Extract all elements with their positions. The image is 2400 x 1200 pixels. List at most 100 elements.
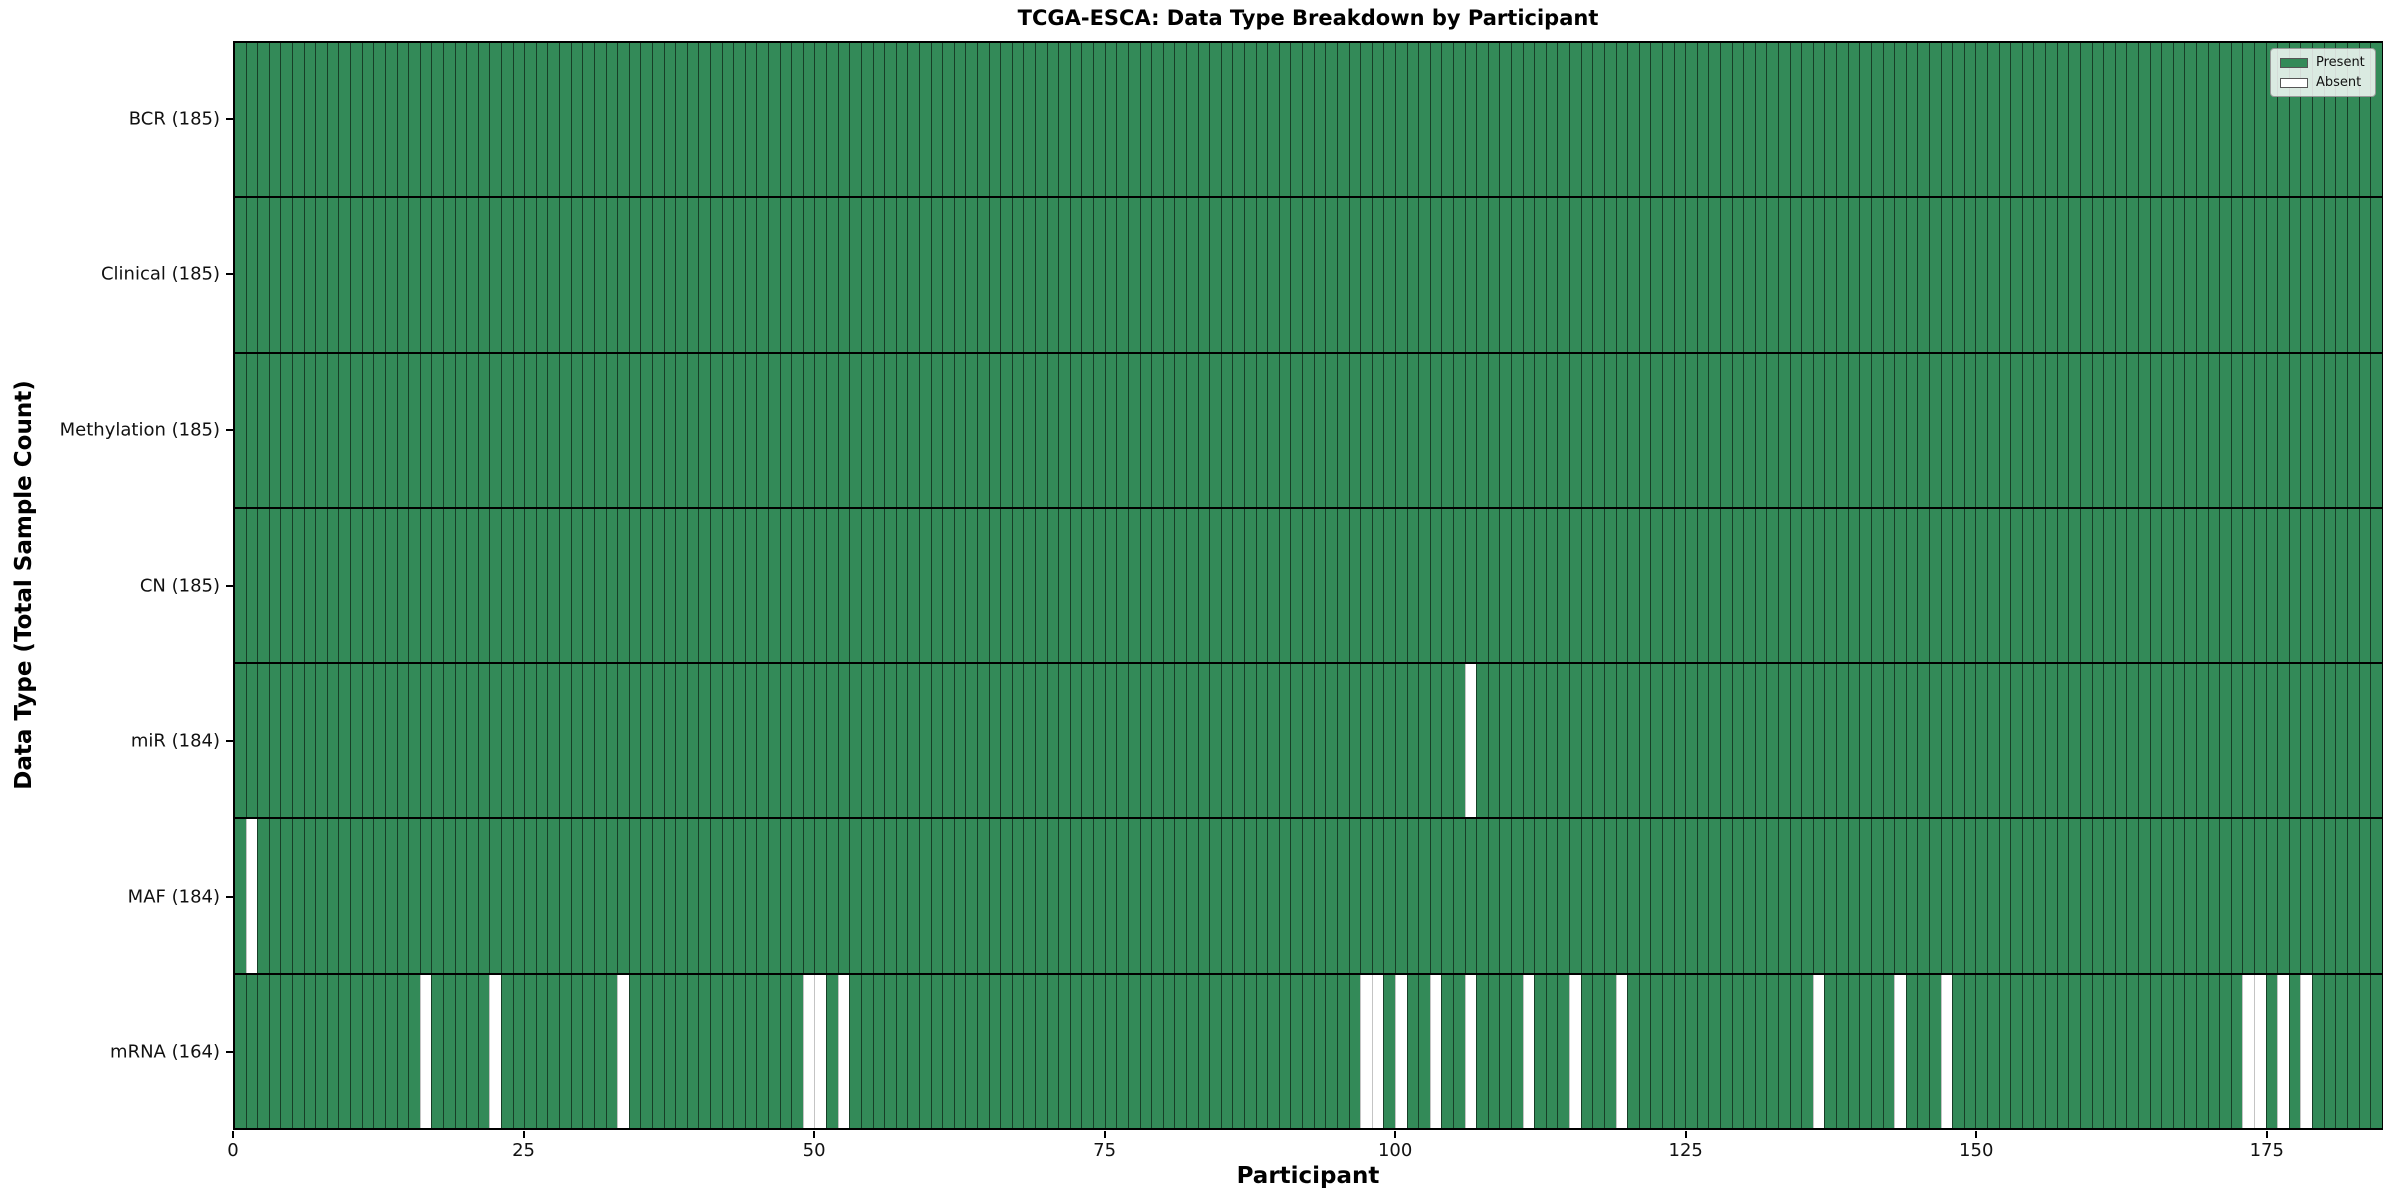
present-cell	[582, 508, 594, 663]
legend-swatch-absent-icon	[2280, 77, 2308, 88]
present-cell	[1162, 43, 1175, 197]
present-cell	[257, 819, 269, 973]
present-cell	[1638, 198, 1651, 352]
present-cell	[2010, 819, 2022, 973]
present-cell	[2149, 664, 2162, 818]
present-cell	[466, 974, 478, 1128]
present-cell	[1801, 508, 1813, 663]
present-cell	[1859, 664, 1871, 818]
present-cell	[709, 664, 722, 818]
present-cell	[860, 664, 873, 818]
present-cell	[1383, 353, 1395, 507]
present-cell	[501, 508, 513, 663]
present-cell	[593, 819, 606, 973]
y-tick-label-maf: MAF (184)	[127, 886, 220, 908]
present-cell	[559, 43, 571, 197]
present-cell	[1836, 353, 1848, 507]
present-cell	[1267, 43, 1279, 197]
present-cell	[1418, 198, 1430, 352]
present-cell	[1720, 43, 1732, 197]
absent-cell	[2254, 974, 2266, 1128]
present-cell	[2079, 198, 2092, 352]
present-cell	[1429, 819, 1442, 973]
y-tick-mark	[226, 117, 233, 120]
present-cell	[350, 819, 362, 973]
present-cell	[2033, 974, 2046, 1128]
present-cell	[1650, 974, 1662, 1128]
present-cell	[303, 43, 316, 197]
present-cell	[675, 508, 687, 663]
present-cell	[1522, 353, 1535, 507]
present-cell	[2346, 353, 2359, 507]
present-cell	[512, 664, 525, 818]
present-cell	[1348, 819, 1361, 973]
present-cell	[1940, 664, 1953, 818]
present-cell	[235, 819, 246, 973]
present-cell	[1185, 353, 1198, 507]
present-cell	[384, 974, 397, 1128]
present-cell	[1882, 974, 1895, 1128]
present-cell	[1290, 819, 1303, 973]
present-cell	[1685, 664, 1697, 818]
present-cell	[2358, 198, 2371, 352]
present-cell	[1685, 819, 1697, 973]
present-cell	[2265, 43, 2278, 197]
present-cell	[268, 974, 281, 1128]
present-cell	[1569, 43, 1581, 197]
present-cell	[1766, 508, 1779, 663]
present-cell	[2230, 43, 2243, 197]
present-cell	[1325, 974, 1337, 1128]
present-cell	[1603, 43, 1616, 197]
present-cell	[1174, 819, 1186, 973]
present-cell	[640, 819, 652, 973]
present-cell	[1278, 198, 1291, 352]
present-cell	[1116, 819, 1128, 973]
present-cell	[930, 43, 943, 197]
present-cell	[1801, 664, 1813, 818]
present-cell	[1104, 198, 1117, 352]
present-cell	[315, 43, 327, 197]
present-cell	[1209, 819, 1221, 973]
present-cell	[965, 974, 977, 1128]
present-cell	[2033, 664, 2046, 818]
present-cell	[1534, 43, 1546, 197]
present-cell	[1093, 974, 1105, 1128]
present-cell	[1104, 664, 1117, 818]
present-cell	[953, 974, 966, 1128]
present-cell	[2045, 819, 2057, 973]
present-cell	[1638, 353, 1651, 507]
present-cell	[1162, 198, 1175, 352]
present-cell	[2370, 508, 2382, 663]
present-cell	[1058, 508, 1070, 663]
present-cell	[1441, 198, 1453, 352]
present-cell	[1522, 198, 1535, 352]
present-cell	[1476, 664, 1488, 818]
present-cell	[547, 819, 560, 973]
present-cell	[1917, 819, 1929, 973]
present-cell	[1557, 508, 1570, 663]
x-axis-label: Participant	[1236, 1163, 1380, 1189]
present-cell	[1522, 819, 1535, 973]
present-cell	[1812, 198, 1825, 352]
present-cell	[2219, 664, 2231, 818]
present-cell	[2091, 43, 2104, 197]
present-cell	[396, 353, 409, 507]
present-cell	[1302, 819, 1314, 973]
chart-title: TCGA-ESCA: Data Type Breakdown by Partic…	[1017, 6, 1599, 30]
absent-cell	[802, 974, 815, 1128]
present-cell	[2126, 974, 2138, 1128]
present-cell	[2288, 353, 2301, 507]
present-cell	[2242, 353, 2255, 507]
present-cell	[1928, 198, 1941, 352]
present-cell	[1650, 353, 1662, 507]
present-cell	[280, 198, 293, 352]
present-cell	[1847, 819, 1860, 973]
present-cell	[1197, 43, 1210, 197]
present-cell	[2370, 198, 2382, 352]
present-cell	[1545, 819, 1558, 973]
present-cell	[779, 819, 792, 973]
present-cell	[1302, 508, 1314, 663]
present-cell	[1905, 819, 1918, 973]
present-cell	[1987, 508, 1999, 663]
present-cell	[1104, 43, 1117, 197]
